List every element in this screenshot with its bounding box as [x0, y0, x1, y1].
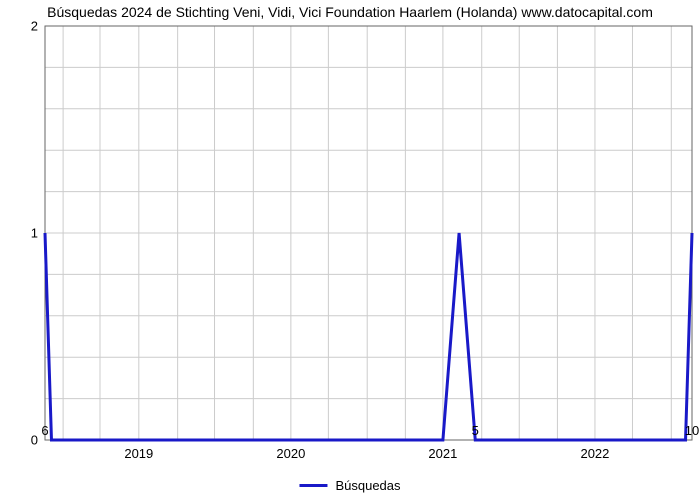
- y-tick-label: 1: [8, 226, 38, 241]
- x-tick-label: 2022: [580, 446, 609, 461]
- data-point-label: 10: [685, 423, 699, 438]
- x-tick-label: 2020: [276, 446, 305, 461]
- legend: Búsquedas: [299, 478, 400, 493]
- legend-label: Búsquedas: [335, 478, 400, 493]
- y-tick-label: 0: [8, 433, 38, 448]
- x-tick-label: 2019: [124, 446, 153, 461]
- legend-swatch: [299, 484, 327, 487]
- data-point-label: 5: [472, 423, 479, 438]
- data-point-label: 6: [41, 423, 48, 438]
- x-tick-label: 2021: [428, 446, 457, 461]
- line-chart: [0, 0, 700, 500]
- y-tick-label: 2: [8, 19, 38, 34]
